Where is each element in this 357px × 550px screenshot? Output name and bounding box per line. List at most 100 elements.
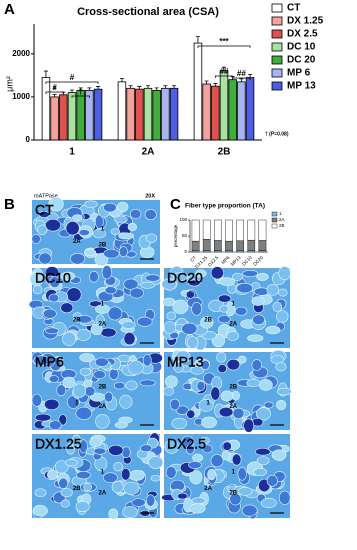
- fiber-cell: [229, 493, 242, 506]
- fiber-cell: [84, 386, 96, 397]
- fiber-cell: [150, 474, 161, 482]
- error-bar: [52, 93, 57, 97]
- error-bar: [172, 85, 177, 89]
- micrograph-label: CT: [35, 202, 54, 218]
- micrograph: DC10 1 2B 2A: [28, 265, 162, 348]
- bar-segment: [247, 239, 256, 251]
- fiber-cell: [171, 417, 188, 429]
- fiber-cell: [129, 287, 144, 299]
- bar: [211, 85, 220, 141]
- fiber-cell: [258, 379, 273, 391]
- x-tick-label: CT: [189, 255, 197, 263]
- fiber-cell: [127, 222, 137, 232]
- legend-label: CT: [287, 3, 300, 14]
- error-bar: [195, 36, 200, 44]
- fiber-type-label: 2B: [73, 486, 81, 492]
- fiber-cell: [31, 234, 41, 244]
- fiber-cell: [66, 443, 75, 455]
- annotation: †: [78, 87, 82, 96]
- fiber-cell: [148, 455, 164, 470]
- fiber-cell: [93, 370, 106, 380]
- stain-label: mATPase: [34, 193, 58, 199]
- bar-segment: [202, 219, 211, 240]
- legend-label: MP 13: [287, 81, 316, 92]
- fiber-cell: [111, 481, 125, 493]
- fiber-cell: [34, 413, 52, 422]
- fiber-cell: [226, 358, 241, 371]
- fiber-cell: [75, 501, 90, 513]
- fiber-cell: [58, 477, 69, 489]
- fiber-cell: [93, 447, 107, 455]
- fiber-cell: [236, 282, 253, 294]
- x-tick-label: DX2.5: [207, 255, 220, 268]
- fiber-cell: [100, 327, 117, 338]
- fiber-cell: [172, 299, 189, 315]
- bar-segment: [236, 240, 244, 251]
- bracket: [232, 77, 251, 80]
- fiber-cell: [226, 331, 239, 341]
- y-tick-label: 50: [182, 233, 188, 238]
- error-bar: [137, 86, 142, 90]
- bracket: [45, 81, 99, 84]
- fiber-cell: [121, 321, 136, 329]
- fiber-cell: [186, 336, 199, 349]
- fiber-cell: [121, 446, 131, 459]
- fiber-type-label: 2B: [99, 385, 107, 391]
- fiber-cell: [89, 437, 102, 447]
- fiber-cell: [95, 304, 110, 314]
- fiber-cell: [127, 360, 144, 375]
- fiber-cell: [220, 390, 234, 402]
- fiber-cell: [207, 469, 216, 481]
- fiber-cell: [136, 316, 153, 327]
- fiber-cell: [175, 350, 191, 363]
- fiber-type-label: 1: [101, 226, 105, 232]
- fiber-cell: [44, 218, 61, 232]
- fiber-cell: [181, 322, 198, 335]
- fiber-cell: [200, 316, 214, 329]
- legend-swatch: [271, 42, 283, 52]
- micrograph: MP13 2B 1 2A: [163, 349, 292, 433]
- fiber-cell: [192, 453, 204, 462]
- fiber-cell: [177, 492, 188, 500]
- fiber-cell: [251, 296, 265, 306]
- fiber-cell: [38, 252, 52, 265]
- error-bar: [146, 85, 150, 89]
- bar-segment: [225, 240, 233, 251]
- fiber-cell: [108, 444, 124, 456]
- bar-segment: [202, 238, 211, 251]
- fiber-type-label: 2B: [99, 242, 107, 248]
- fiber-cell: [216, 351, 227, 363]
- fiber-cell: [266, 283, 279, 296]
- panel-letter: B: [4, 196, 15, 213]
- legend-swatch: [271, 223, 278, 229]
- fiber-cell: [219, 305, 229, 313]
- bar-segment: [258, 219, 267, 241]
- fiber-cell: [56, 384, 67, 397]
- fiber-cell: [122, 506, 138, 519]
- fiber-cell: [191, 302, 203, 316]
- fiber-cell: [123, 481, 140, 495]
- bar: [135, 88, 144, 141]
- fiber-cell: [60, 271, 76, 281]
- x-tick-label: DX1.25: [194, 255, 209, 270]
- fiber-cell: [199, 436, 210, 444]
- y-tick-label: 100: [179, 217, 187, 222]
- legend-swatch: [271, 3, 283, 13]
- bar: [193, 42, 203, 141]
- fiber-cell: [189, 366, 205, 375]
- fiber-cell: [48, 293, 60, 303]
- fiber-cell: [48, 375, 60, 383]
- bar-segment: [258, 240, 267, 251]
- fiber-cell: [271, 449, 287, 461]
- bar: [93, 88, 103, 141]
- legend-label: MP 6: [287, 68, 311, 79]
- legend-label: DX 2.5: [287, 29, 318, 40]
- fiber-cell: [33, 355, 50, 366]
- fiber-cell: [198, 399, 214, 412]
- micrograph-label: MP6: [35, 354, 64, 370]
- fiber-cell: [255, 407, 271, 421]
- fiber-cell: [276, 387, 292, 396]
- legend-swatch: [271, 29, 283, 39]
- fiber-cell: [108, 508, 119, 520]
